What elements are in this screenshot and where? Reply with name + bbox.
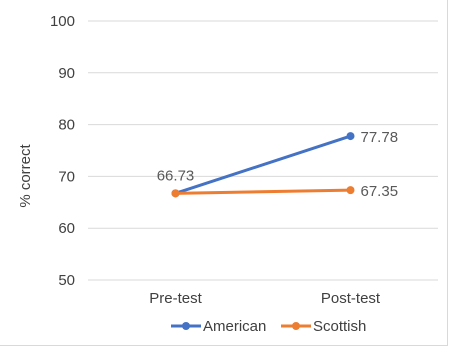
data-label: 67.35	[361, 183, 399, 200]
gridlines	[88, 20, 438, 281]
legend-label: American	[203, 318, 266, 335]
legend-label: Scottish	[313, 318, 366, 335]
y-axis: 50 60 70 80 90 100	[50, 13, 75, 289]
y-tick-label: 80	[58, 117, 75, 134]
series-scottish: 67.35	[171, 183, 399, 200]
legend: American Scottish	[171, 318, 366, 335]
series-group: 66.73 77.78 67.35	[157, 129, 398, 200]
data-point	[171, 189, 180, 198]
series-line	[174, 134, 352, 195]
legend-marker	[292, 322, 300, 330]
y-tick-label: 90	[58, 65, 75, 82]
legend-item-scottish: Scottish	[281, 318, 366, 335]
data-point	[346, 132, 355, 141]
legend-marker	[182, 322, 190, 330]
series-line	[174, 188, 352, 195]
y-tick-label: 70	[58, 168, 75, 185]
y-tick-label: 100	[50, 13, 75, 30]
x-axis: Pre-test Post-test	[149, 290, 381, 307]
series-american: 66.73 77.78	[157, 129, 399, 198]
y-tick-label: 60	[58, 220, 75, 237]
x-tick-label: Pre-test	[149, 290, 202, 307]
x-tick-label: Post-test	[321, 290, 381, 307]
y-axis-label: % correct	[17, 144, 34, 208]
data-point	[346, 186, 355, 195]
data-label: 66.73	[157, 167, 195, 184]
y-tick-label: 50	[58, 272, 75, 289]
legend-item-american: American	[171, 318, 266, 335]
data-label: 77.78	[361, 129, 399, 146]
